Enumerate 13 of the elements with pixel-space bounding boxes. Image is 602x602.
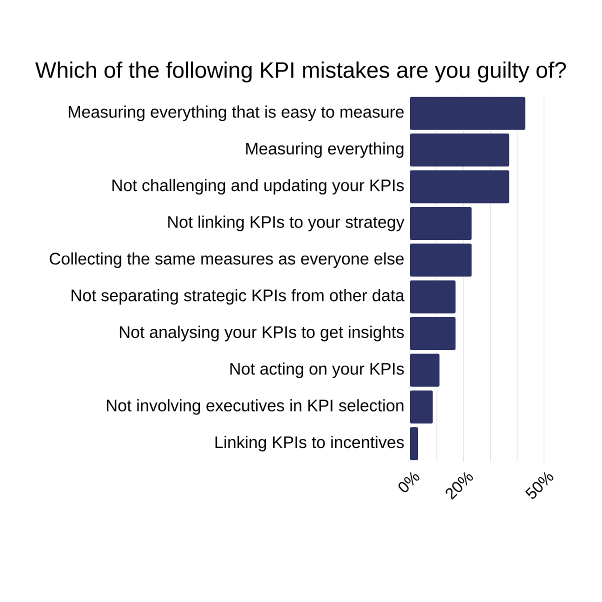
y-tick-label: Measuring everything bbox=[246, 142, 404, 158]
y-tick-label: Not linking KPIs to your strategy bbox=[168, 216, 404, 232]
x-tick-label: 0% bbox=[398, 472, 420, 492]
y-tick-label: Not involving executives in KPI selection bbox=[106, 399, 404, 415]
y-tick-label: Not acting on your KPIs bbox=[230, 362, 404, 378]
x-tick-label: 50% bbox=[525, 472, 554, 499]
chart-title: Which of the following KPI mistakes are you guilty of? bbox=[35, 62, 566, 82]
y-tick-label: Not separating strategic KPIs from other data bbox=[72, 289, 404, 305]
y-tick-label: Not challenging and updating your KPIs bbox=[112, 178, 404, 195]
y-tick-label: Not analysing your KPIs to get insights bbox=[120, 326, 404, 342]
y-tick-label: Measuring everything that is easy to measure bbox=[68, 106, 404, 122]
y-tick-label: Collecting the same measures as everyone else bbox=[50, 252, 404, 268]
y-tick-label: Linking KPIs to incentives bbox=[216, 436, 404, 452]
